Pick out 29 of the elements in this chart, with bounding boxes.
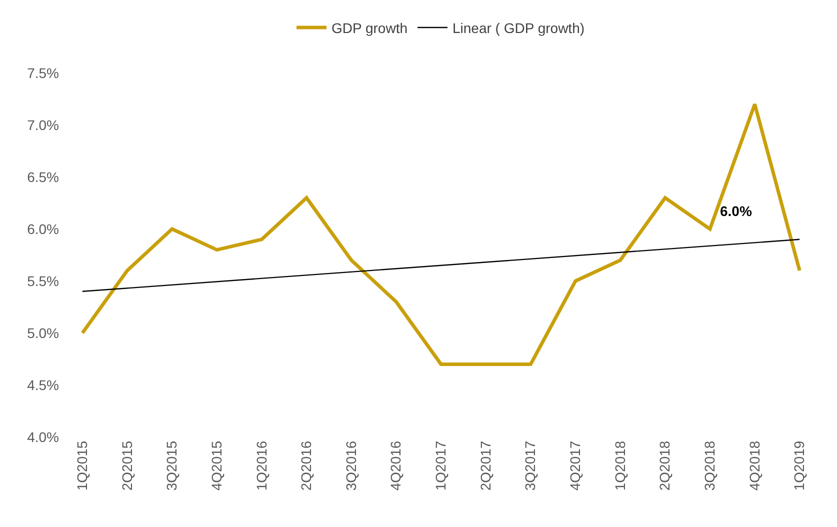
x-tick-label: 2Q2017 bbox=[477, 440, 494, 491]
legend-label: Linear ( GDP growth) bbox=[452, 20, 585, 36]
y-tick-label: 6.0% bbox=[27, 220, 59, 237]
x-tick-label: 3Q2016 bbox=[342, 440, 359, 491]
x-tick-label: 3Q2017 bbox=[522, 440, 538, 491]
x-tick-label: 4Q2015 bbox=[208, 440, 224, 491]
x-tick-label: 1Q2015 bbox=[74, 440, 90, 491]
x-tick-label: 1Q2017 bbox=[432, 440, 449, 491]
line-series bbox=[80, 102, 802, 366]
x-tick-label: 1Q2019 bbox=[791, 440, 808, 491]
x-tick-label: 1Q2018 bbox=[612, 440, 628, 491]
x-tick-label: 1Q2016 bbox=[253, 440, 270, 491]
x-tick-label: 2Q2016 bbox=[298, 440, 314, 491]
x-tick-label: 3Q2015 bbox=[164, 440, 180, 491]
annotation: 6.0% bbox=[720, 203, 752, 219]
y-tick-label: 5.0% bbox=[27, 324, 59, 341]
x-tick-label: 4Q2016 bbox=[388, 440, 404, 491]
y-tick-label: 7.5% bbox=[27, 64, 59, 81]
y-tick-label: 4.5% bbox=[27, 376, 59, 393]
x-tick-label: 4Q2018 bbox=[746, 440, 762, 491]
legend-label: GDP growth bbox=[332, 20, 408, 36]
y-tick-label: 5.5% bbox=[27, 272, 59, 289]
x-tick-label: 3Q2018 bbox=[701, 440, 718, 491]
x-tick-label: 2Q2015 bbox=[118, 440, 135, 491]
x-tick-label: 4Q2017 bbox=[567, 440, 584, 491]
y-tick-label: 7.0% bbox=[27, 116, 59, 133]
x-tick-label: 2Q2018 bbox=[656, 440, 673, 491]
y-tick-label: 6.5% bbox=[27, 168, 59, 185]
y-tick-label: 4.0% bbox=[27, 428, 59, 445]
